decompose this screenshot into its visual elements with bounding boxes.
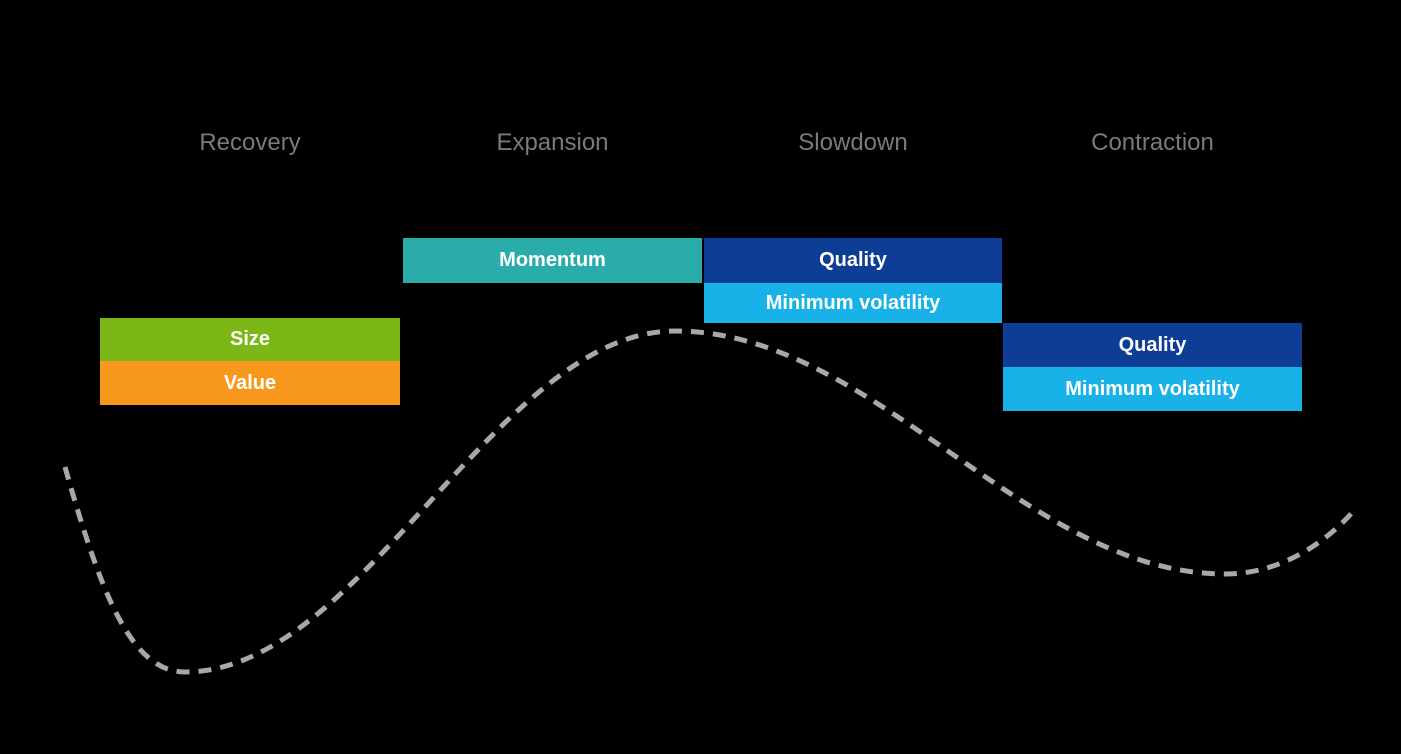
- factor-bar-quality-slowdown: Quality: [704, 238, 1002, 283]
- factor-bar-minimum-volatility-slowdown: Minimum volatility: [704, 283, 1002, 323]
- phase-label-expansion: Expansion: [496, 129, 609, 156]
- factor-bar-value-recovery: Value: [100, 361, 400, 405]
- factor-bar-size-recovery: Size: [100, 318, 400, 361]
- cycle-curve-path: [62, 328, 1359, 675]
- phase-label-contraction: Contraction: [1091, 129, 1214, 156]
- factor-bar-minimum-volatility-contraction: Minimum volatility: [1003, 367, 1302, 411]
- factor-bar-quality-contraction: Quality: [1003, 323, 1302, 367]
- phase-label-slowdown: Slowdown: [798, 129, 908, 156]
- phase-label-recovery: Recovery: [199, 129, 301, 156]
- factor-bar-momentum-expansion: Momentum: [403, 238, 702, 283]
